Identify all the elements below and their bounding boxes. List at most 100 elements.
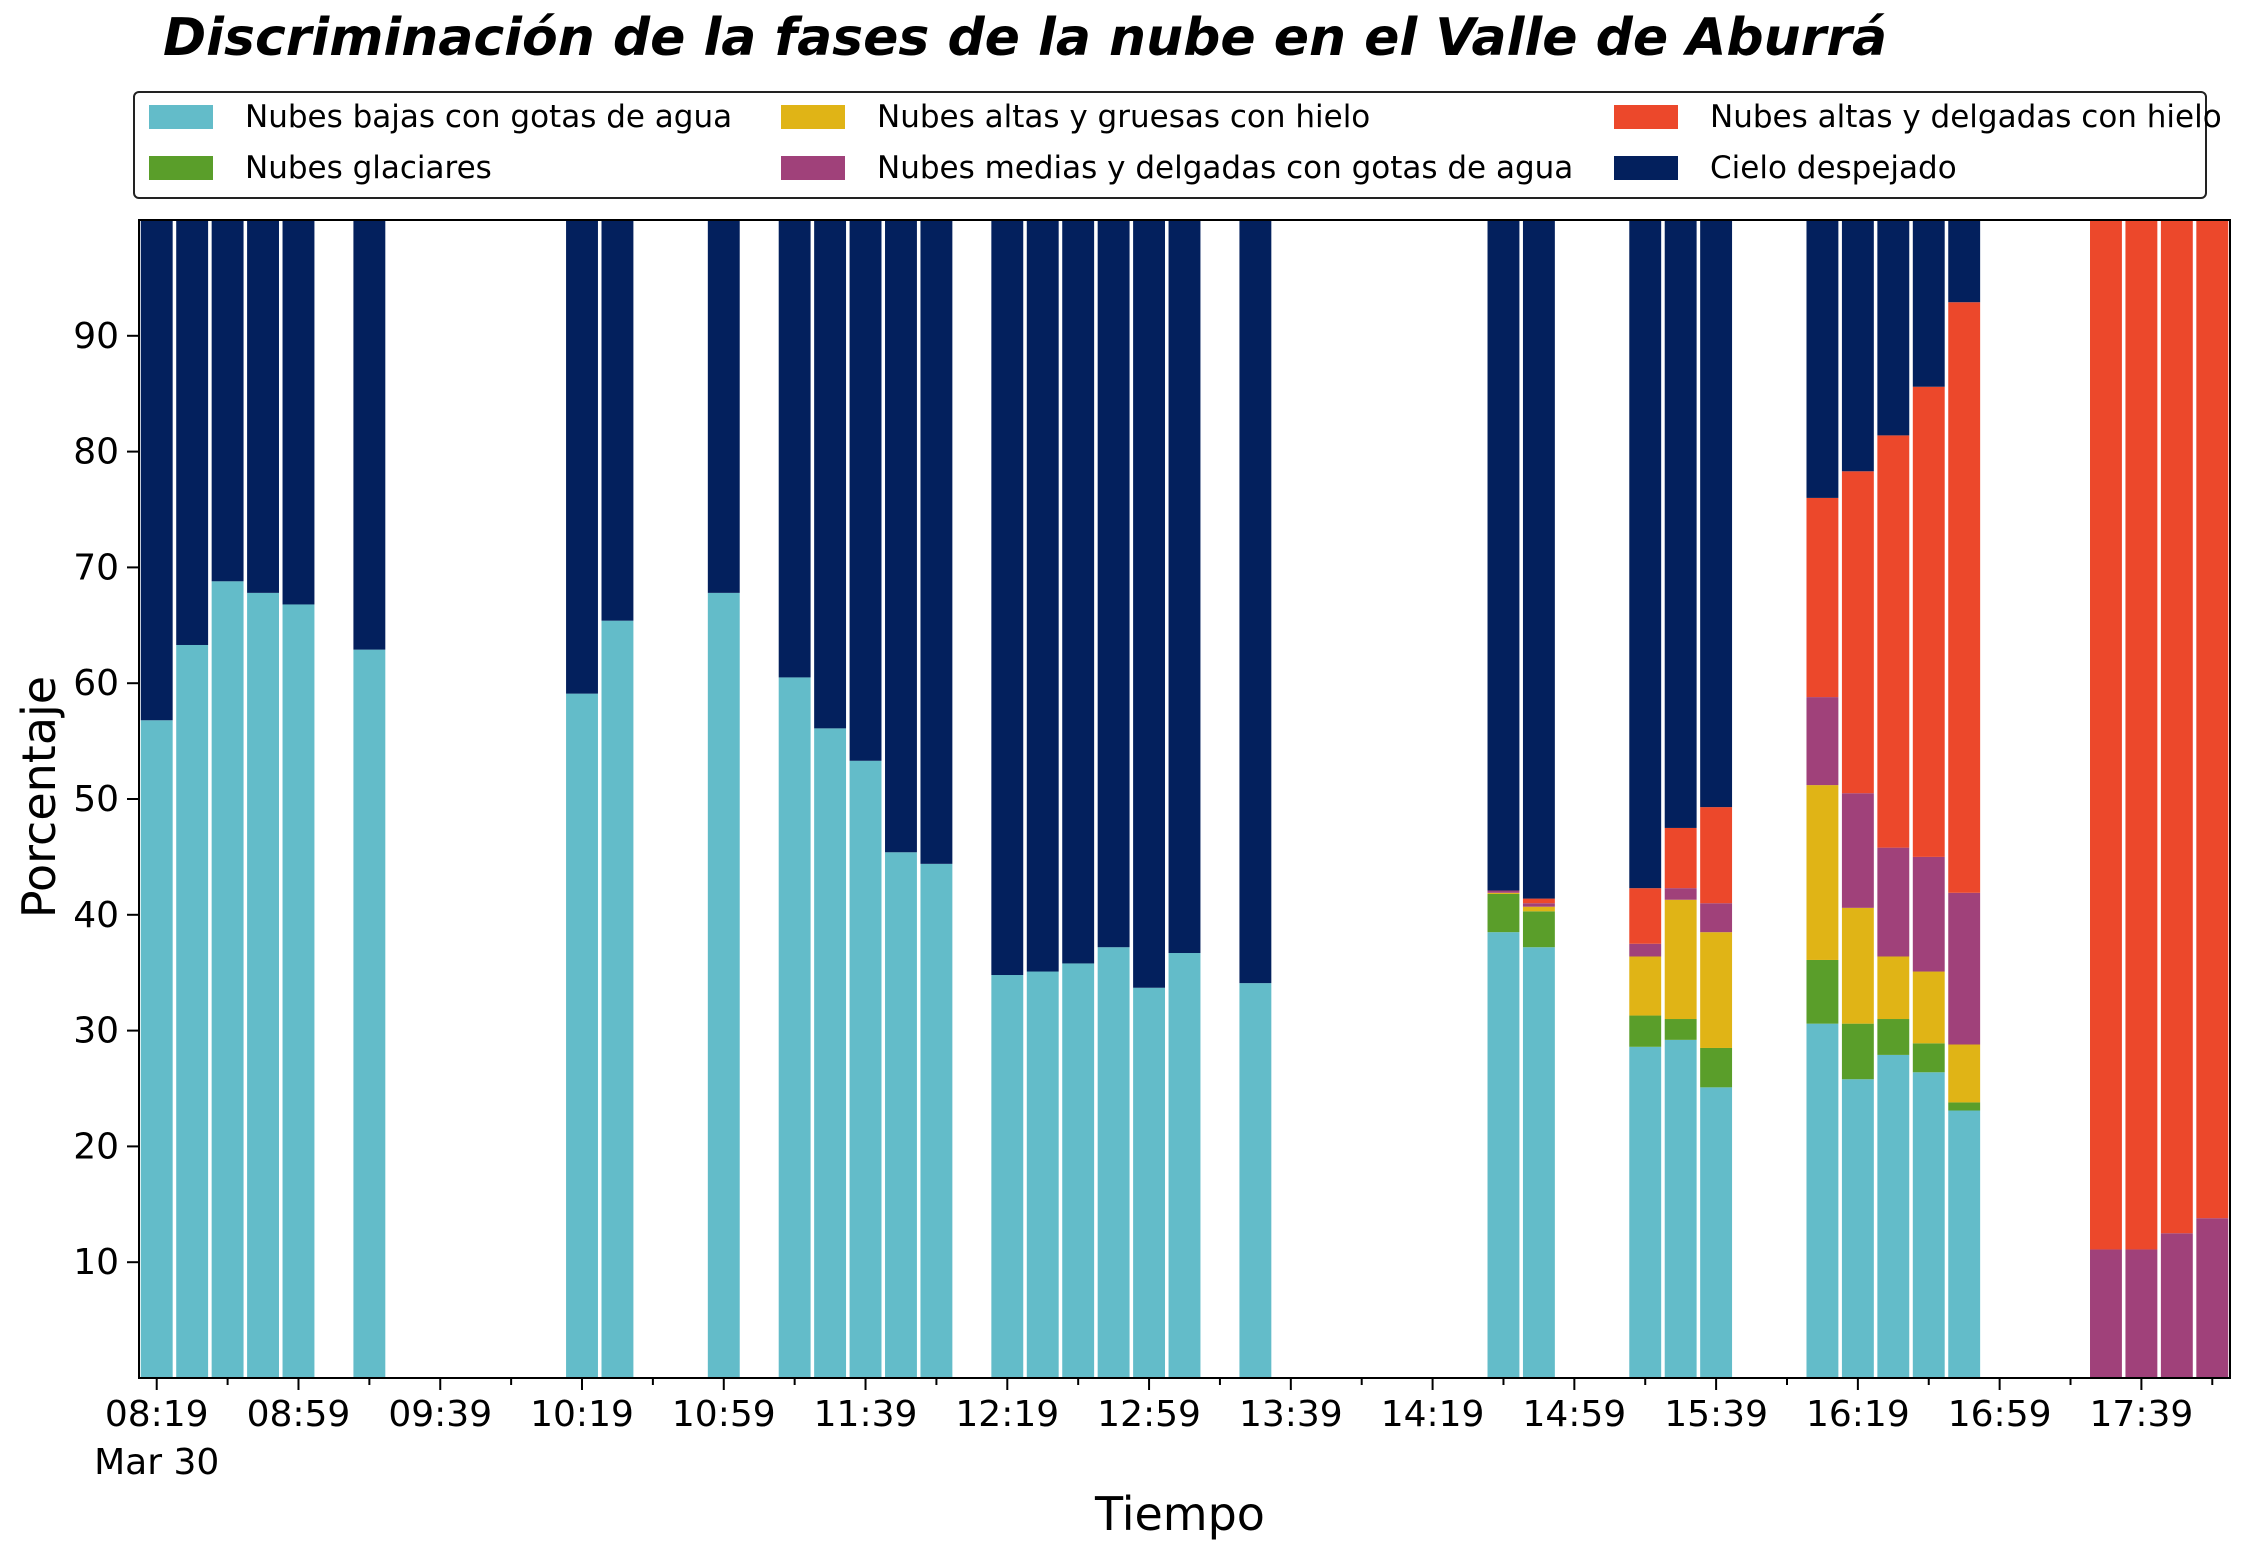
bar-segment: [1026, 971, 1059, 1378]
bar-segment: [353, 220, 386, 650]
legend-swatch: [781, 105, 845, 129]
legend-label: Cielo despejado: [1710, 150, 1957, 186]
chart-title: Discriminación de la fases de la nube en…: [163, 8, 1888, 68]
bar-segment: [991, 220, 1024, 976]
bar-segment: [601, 620, 634, 1378]
bar-segment: [1522, 911, 1555, 948]
legend-label: Nubes medias y delgadas con gotas de agu…: [877, 150, 1574, 186]
y-tick-label: 40: [73, 895, 119, 936]
y-tick-label: 30: [73, 1011, 119, 1052]
bar-segment: [1522, 220, 1555, 899]
bar-segment: [1877, 1019, 1910, 1055]
bar-segment: [566, 693, 598, 1378]
bar-segment: [1948, 892, 1981, 1045]
bar-segment: [1912, 1072, 1945, 1378]
bar-segment: [1841, 793, 1874, 908]
bar-segment: [849, 760, 882, 1378]
bar-segment: [1841, 471, 1874, 794]
x-tick-label: 14:59: [1522, 1394, 1626, 1435]
legend-label: Nubes altas y delgadas con hielo: [1710, 99, 2222, 135]
bar-segment: [1664, 888, 1697, 900]
bar-segment: [140, 720, 173, 1378]
bar-segment: [247, 220, 279, 593]
bar-segment: [1841, 1023, 1874, 1080]
bar-segment: [1806, 697, 1839, 786]
bar-segment: [566, 220, 598, 694]
bar-segment: [1877, 435, 1910, 848]
legend-item: Nubes glaciares: [149, 148, 492, 188]
bar-segment: [1487, 932, 1520, 1378]
legend-swatch: [1614, 105, 1678, 129]
bar-segment: [1664, 827, 1697, 889]
bar-segment: [211, 220, 244, 582]
bar-segment: [2090, 220, 2122, 1250]
bar-segment: [1062, 963, 1095, 1378]
bar-segment: [2125, 220, 2158, 1250]
bar-segment: [140, 220, 173, 721]
y-tick-label: 10: [73, 1242, 119, 1283]
x-tick-label: 09:39: [388, 1394, 492, 1435]
bar-segment: [1062, 220, 1095, 964]
bar-segment: [1629, 1046, 1662, 1378]
bar-segment: [353, 649, 386, 1378]
bar-segment: [211, 581, 244, 1378]
bar-segment: [2125, 1249, 2158, 1378]
x-tick-label: 12:19: [955, 1394, 1059, 1435]
x-tick-label: 08:59: [247, 1394, 351, 1435]
bar-segment: [920, 220, 953, 864]
bar-segment: [1841, 220, 1874, 472]
x-tick-label: 13:39: [1239, 1394, 1343, 1435]
bar-segment: [2160, 1233, 2193, 1378]
bar-segment: [1629, 220, 1662, 889]
bar-segment: [1806, 497, 1839, 698]
bar-segment: [1629, 956, 1662, 1016]
bar-segment: [1877, 1054, 1910, 1378]
x-tick-label: 16:19: [1806, 1394, 1910, 1435]
legend-swatch: [149, 105, 213, 129]
bar-segment: [1912, 856, 1945, 972]
axes-group: 10 20 30 40 50 60 70 80 90 08:19 08:59 09:39 10:19 10…: [73, 219, 2231, 1483]
bar-segment: [1097, 220, 1130, 948]
bar-segment: [1912, 386, 1945, 857]
x-tick-label: 15:39: [1664, 1394, 1768, 1435]
bar-segment: [1522, 947, 1555, 1378]
x-tick-label: 17:39: [2090, 1394, 2194, 1435]
bar-segment: [1948, 1044, 1981, 1103]
bar-segment: [1239, 983, 1272, 1378]
bar-segment: [1700, 1047, 1733, 1088]
legend-label: Nubes altas y gruesas con hielo: [877, 99, 1371, 135]
bars-group: [140, 220, 2229, 1378]
bar-segment: [247, 592, 279, 1378]
bar-segment: [1664, 220, 1697, 828]
bar-segment: [1664, 899, 1697, 1020]
bar-segment: [849, 220, 882, 761]
bar-segment: [1026, 220, 1059, 972]
bar-segment: [1168, 953, 1201, 1378]
bar-segment: [176, 220, 209, 645]
legend: Nubes bajas con gotas de agua Nubes glac…: [133, 91, 2222, 199]
y-tick-label: 80: [73, 432, 119, 473]
bar-segment: [1877, 220, 1910, 436]
bar-segment: [1133, 220, 1166, 988]
legend-swatch: [1614, 156, 1678, 180]
y-axis-title: Porcentaje: [12, 676, 66, 918]
bar-segment: [2090, 1249, 2122, 1378]
bar-segment: [176, 644, 209, 1378]
bar-segment: [707, 220, 740, 593]
bar-segment: [1700, 1087, 1733, 1378]
bar-segment: [1487, 892, 1520, 894]
x-tick-label: 16:59: [1948, 1394, 2052, 1435]
bar-segment: [1806, 1023, 1839, 1378]
bar-segment: [2196, 1218, 2229, 1378]
bar-segment: [1239, 220, 1272, 984]
x-tick-label: 10:19: [530, 1394, 634, 1435]
bar-segment: [814, 220, 847, 729]
bar-segment: [1948, 1110, 1981, 1378]
legend-item: Cielo despejado: [1614, 148, 1957, 188]
bar-segment: [1912, 220, 1945, 387]
bar-segment: [778, 220, 811, 678]
legend-item: Nubes altas y gruesas con hielo: [781, 97, 1370, 137]
bar-segment: [1877, 847, 1910, 957]
x-tick-label: 14:19: [1381, 1394, 1485, 1435]
